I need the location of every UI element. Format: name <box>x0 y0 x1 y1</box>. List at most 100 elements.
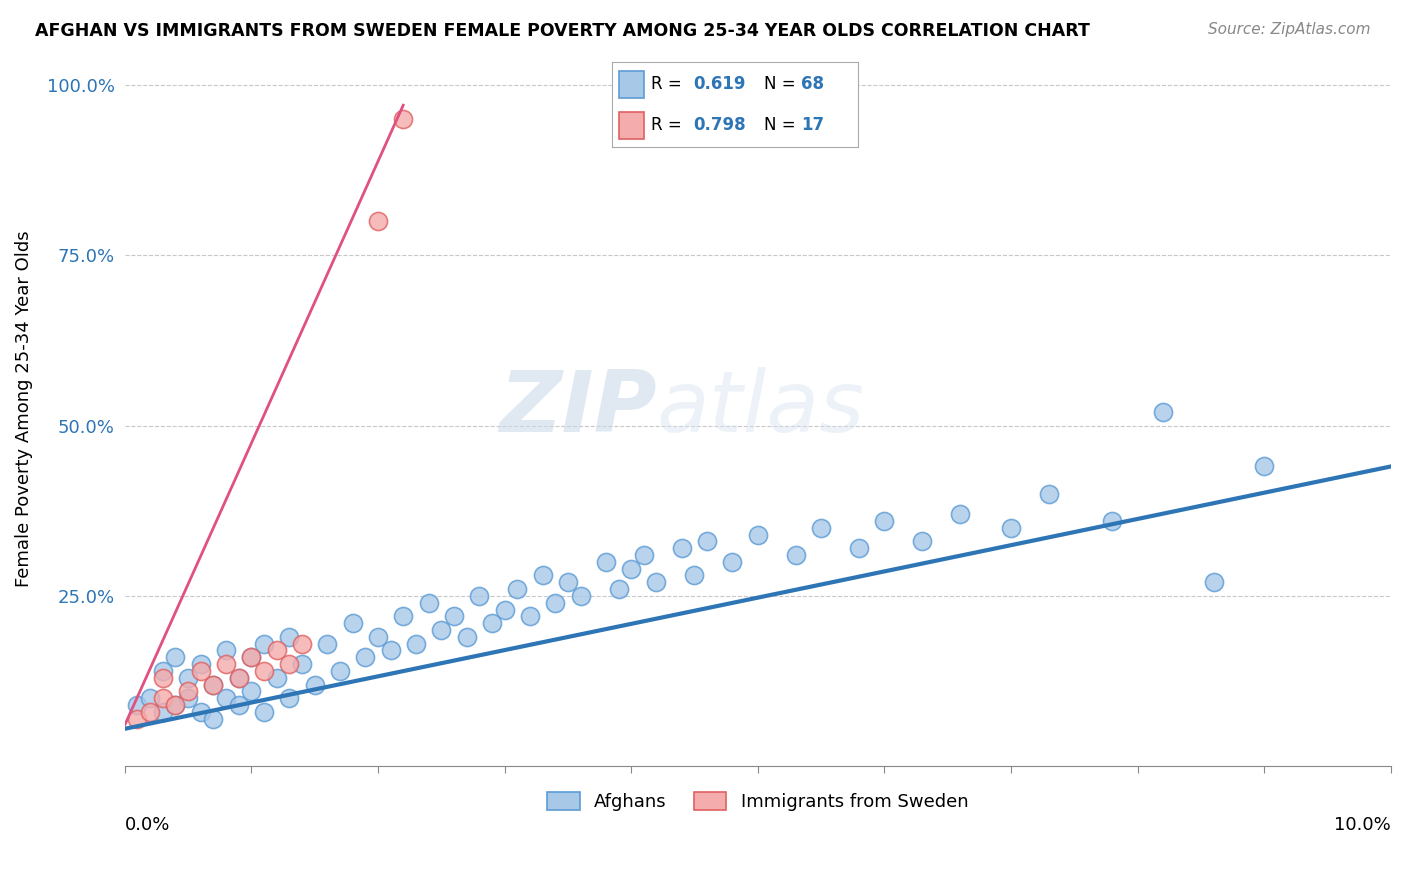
Text: N =: N = <box>765 76 801 94</box>
Point <box>595 555 617 569</box>
Point <box>228 698 250 712</box>
Point <box>531 568 554 582</box>
Point <box>747 527 769 541</box>
Point <box>443 609 465 624</box>
Point <box>152 664 174 678</box>
Point <box>127 698 149 712</box>
Point <box>215 643 238 657</box>
Point <box>1253 459 1275 474</box>
Text: 0.0%: 0.0% <box>125 816 170 834</box>
Point <box>367 630 389 644</box>
Point <box>911 534 934 549</box>
Point <box>253 637 276 651</box>
Point <box>202 677 225 691</box>
Point <box>683 568 706 582</box>
Point <box>240 684 263 698</box>
Point <box>696 534 718 549</box>
Point <box>645 575 668 590</box>
Point <box>1000 521 1022 535</box>
Point <box>544 596 567 610</box>
Point <box>620 562 643 576</box>
Point <box>127 712 149 726</box>
Text: 68: 68 <box>801 76 824 94</box>
Point <box>392 112 415 126</box>
Point <box>139 705 162 719</box>
Point <box>190 664 212 678</box>
Point <box>215 691 238 706</box>
Point <box>215 657 238 671</box>
Point <box>810 521 832 535</box>
Point <box>190 657 212 671</box>
Text: N =: N = <box>765 116 801 134</box>
Text: 17: 17 <box>801 116 824 134</box>
Point <box>354 650 377 665</box>
Point <box>202 712 225 726</box>
Point <box>152 691 174 706</box>
Point <box>278 691 301 706</box>
Text: 10.0%: 10.0% <box>1334 816 1391 834</box>
Point <box>873 514 896 528</box>
Point <box>721 555 744 569</box>
Point <box>607 582 630 596</box>
Point <box>177 691 200 706</box>
Point <box>1152 405 1174 419</box>
Point <box>240 650 263 665</box>
Point <box>380 643 402 657</box>
Text: Source: ZipAtlas.com: Source: ZipAtlas.com <box>1208 22 1371 37</box>
Point <box>456 630 478 644</box>
Text: R =: R = <box>651 76 688 94</box>
Bar <box>619 71 644 98</box>
Point <box>494 602 516 616</box>
Point <box>240 650 263 665</box>
Point <box>152 671 174 685</box>
Point <box>949 507 972 521</box>
Point <box>785 548 807 562</box>
Text: AFGHAN VS IMMIGRANTS FROM SWEDEN FEMALE POVERTY AMONG 25-34 YEAR OLDS CORRELATIO: AFGHAN VS IMMIGRANTS FROM SWEDEN FEMALE … <box>35 22 1090 40</box>
Point <box>506 582 529 596</box>
Text: 0.798: 0.798 <box>693 116 745 134</box>
Text: atlas: atlas <box>657 367 865 450</box>
Legend: Afghans, Immigrants from Sweden: Afghans, Immigrants from Sweden <box>540 784 976 818</box>
Point <box>1038 486 1060 500</box>
Text: ZIP: ZIP <box>499 367 657 450</box>
Point <box>291 637 314 651</box>
Point <box>278 657 301 671</box>
Point <box>253 664 276 678</box>
Point <box>190 705 212 719</box>
Point <box>266 671 288 685</box>
Point <box>342 616 364 631</box>
Point <box>418 596 440 610</box>
Point <box>152 705 174 719</box>
Y-axis label: Female Poverty Among 25-34 Year Olds: Female Poverty Among 25-34 Year Olds <box>15 230 32 587</box>
Point <box>177 671 200 685</box>
Text: 0.619: 0.619 <box>693 76 745 94</box>
Point <box>165 650 187 665</box>
Point <box>228 671 250 685</box>
Point <box>304 677 326 691</box>
Point <box>671 541 693 556</box>
Point <box>468 589 491 603</box>
Point <box>430 623 453 637</box>
Point <box>266 643 288 657</box>
Point <box>557 575 579 590</box>
Point <box>367 214 389 228</box>
Point <box>291 657 314 671</box>
Point <box>481 616 503 631</box>
Point <box>228 671 250 685</box>
Point <box>392 609 415 624</box>
Point <box>519 609 541 624</box>
Point <box>202 677 225 691</box>
Point <box>1101 514 1123 528</box>
Point <box>848 541 870 556</box>
Point <box>1202 575 1225 590</box>
Point <box>405 637 427 651</box>
Bar <box>619 112 644 139</box>
Point <box>177 684 200 698</box>
Point <box>569 589 592 603</box>
Point <box>165 698 187 712</box>
Point <box>316 637 339 651</box>
Point <box>278 630 301 644</box>
Point <box>165 698 187 712</box>
Point <box>139 691 162 706</box>
Point <box>253 705 276 719</box>
